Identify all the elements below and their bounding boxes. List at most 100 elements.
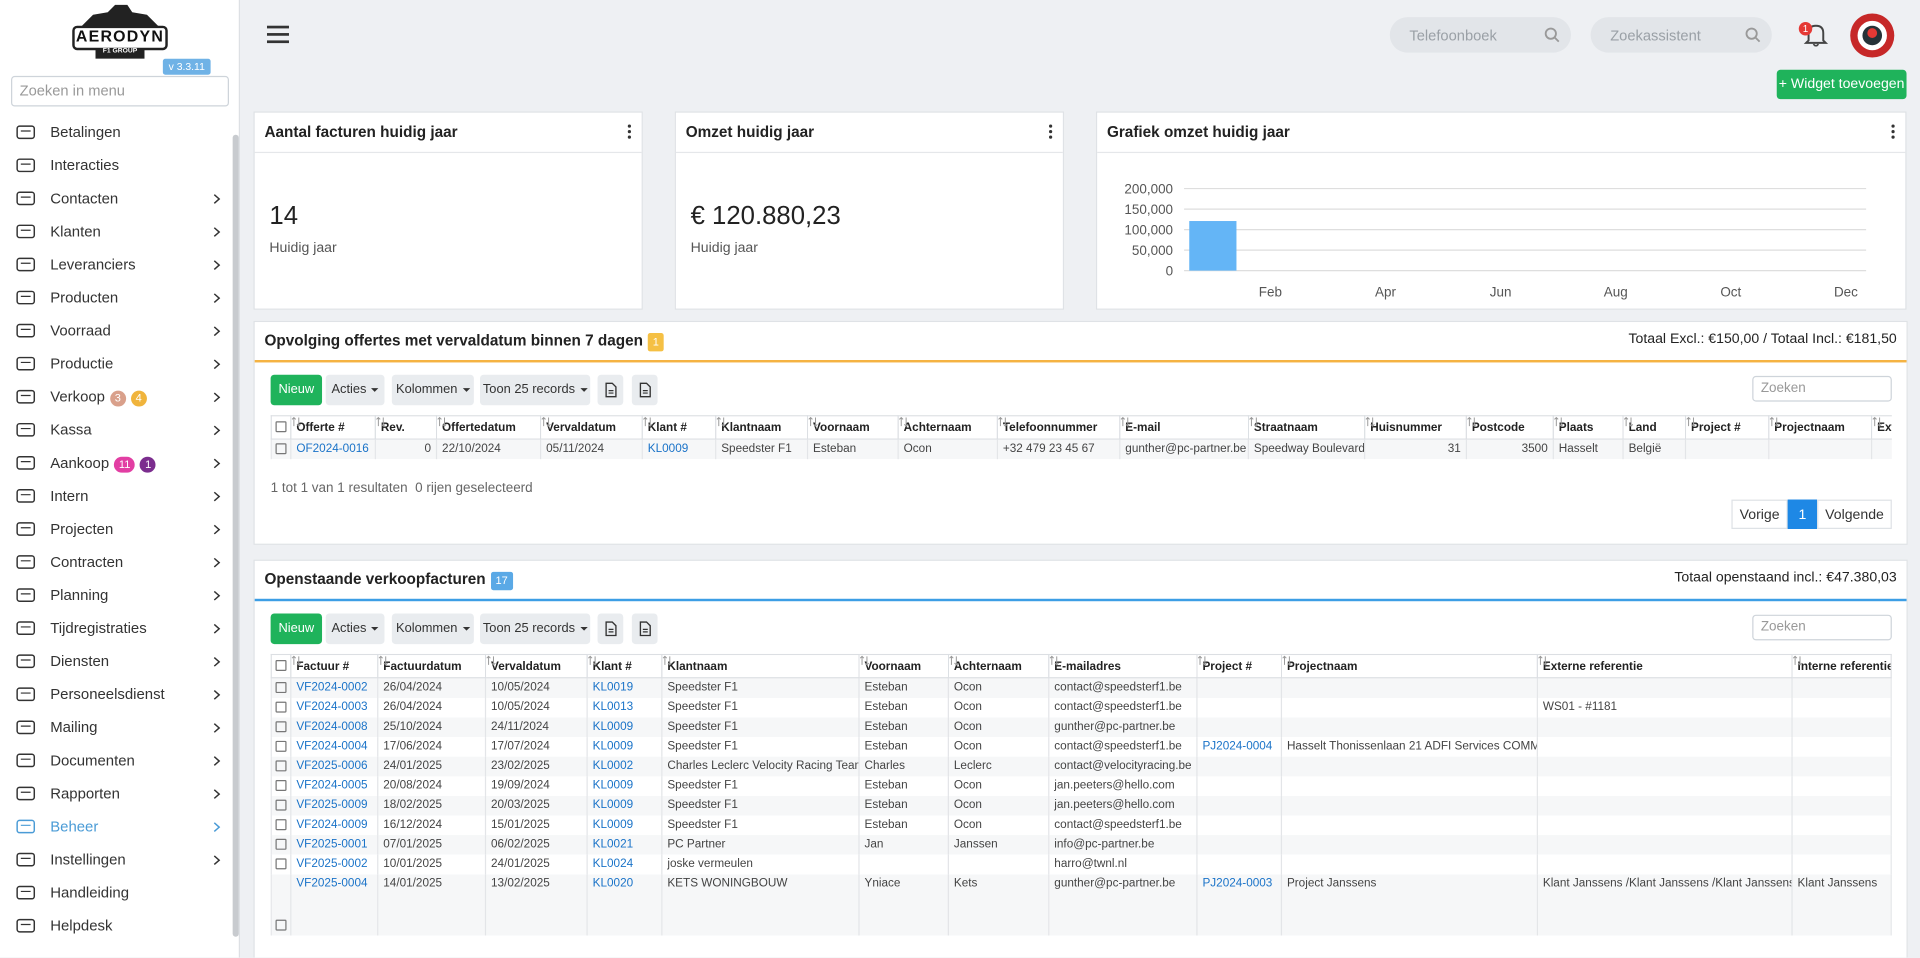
menu-item[interactable]: Leveranciers xyxy=(0,251,230,278)
menu-item[interactable]: Rapporten xyxy=(0,780,230,807)
column-header[interactable]: Postcode xyxy=(1465,415,1554,440)
menu-item[interactable]: Mailing xyxy=(0,714,230,741)
cell-link[interactable]: VF2024-0004 xyxy=(290,737,379,757)
cell-link[interactable]: KL0013 xyxy=(586,697,663,718)
select-all[interactable] xyxy=(270,653,292,679)
column-header[interactable]: Achternaam xyxy=(947,653,1050,679)
column-header[interactable]: Rev. xyxy=(374,415,438,440)
cell-link[interactable]: KL0002 xyxy=(586,756,663,777)
columns-dropdown[interactable]: Kolommen xyxy=(391,374,474,406)
export-button[interactable] xyxy=(631,374,658,406)
column-header[interactable]: Telefoonnummer xyxy=(996,415,1121,440)
column-header[interactable]: Achternaam xyxy=(897,415,998,440)
add-widget-button[interactable]: + Widget toevoegen xyxy=(1776,69,1907,100)
cell-link[interactable]: VF2024-0009 xyxy=(290,815,379,836)
column-header[interactable]: Klantnaam xyxy=(661,653,860,679)
column-header[interactable]: Factuur # xyxy=(290,653,379,679)
checkbox[interactable] xyxy=(275,779,287,791)
show-dropdown[interactable]: Toon 25 records xyxy=(480,374,591,406)
row-select[interactable] xyxy=(270,874,292,936)
menu-item[interactable]: Voorraad xyxy=(0,317,230,344)
checkbox[interactable] xyxy=(275,421,287,433)
checkbox[interactable] xyxy=(275,919,287,931)
checkbox[interactable] xyxy=(275,740,287,752)
actions-dropdown[interactable]: Acties xyxy=(325,374,385,406)
select-all[interactable] xyxy=(270,415,292,440)
cell-link[interactable]: VF2024-0003 xyxy=(290,697,379,718)
table-search[interactable]: Zoeken xyxy=(1752,375,1892,402)
column-header[interactable]: Offerte # xyxy=(290,415,376,440)
widget-menu[interactable] xyxy=(1048,124,1053,140)
menu-item[interactable]: Diensten xyxy=(0,648,230,675)
page-page[interactable]: 1 xyxy=(1787,499,1818,529)
row-select[interactable] xyxy=(270,776,292,796)
column-header[interactable]: Vervaldatum xyxy=(484,653,588,679)
menu-item[interactable]: Tijdregistraties xyxy=(0,615,230,642)
page-prev[interactable]: Vorige xyxy=(1731,499,1788,529)
column-header[interactable]: Voornaam xyxy=(806,415,899,440)
menu-item[interactable]: Contracten xyxy=(0,549,230,576)
column-header[interactable]: Projectnaam xyxy=(1768,415,1873,440)
table-search[interactable]: Zoeken xyxy=(1752,614,1892,641)
new-button[interactable]: Nieuw xyxy=(270,374,323,406)
menu-item[interactable]: Interacties xyxy=(0,152,230,179)
menu-item[interactable]: Personeelsdienst xyxy=(0,681,230,708)
column-header[interactable]: Factuurdatum xyxy=(377,653,487,679)
row-select[interactable] xyxy=(270,795,292,816)
row-select[interactable] xyxy=(270,815,292,836)
menu-toggle[interactable] xyxy=(266,24,290,45)
menu-item[interactable]: Projecten xyxy=(0,516,230,543)
column-header[interactable]: Straatnaam xyxy=(1247,415,1366,440)
column-header[interactable]: Vervaldatum xyxy=(540,415,643,440)
menu-item[interactable]: Aankoop 11 1 xyxy=(0,449,230,476)
cell-link[interactable]: VF2025-0004 xyxy=(290,874,379,936)
export-button[interactable] xyxy=(597,613,624,645)
column-header[interactable]: Voornaam xyxy=(858,653,949,679)
show-dropdown[interactable]: Toon 25 records xyxy=(480,613,591,645)
checkbox[interactable] xyxy=(275,701,287,713)
row-select[interactable] xyxy=(270,835,292,855)
cell-link[interactable]: KL0009 xyxy=(586,737,663,757)
column-header[interactable]: Externe referentie xyxy=(1536,653,1793,679)
cell-link[interactable]: KL0009 xyxy=(586,776,663,796)
column-header[interactable]: Land xyxy=(1622,415,1687,440)
column-header[interactable]: Project # xyxy=(1196,653,1283,679)
menu-item[interactable]: Betalingen xyxy=(0,119,230,146)
cell-link[interactable]: VF2024-0005 xyxy=(290,776,379,796)
menu-item[interactable]: Helpdesk xyxy=(0,912,230,939)
cell-link[interactable]: KL0009 xyxy=(641,438,717,460)
column-header[interactable]: Huisnummer xyxy=(1364,415,1467,440)
cell-link[interactable]: VF2024-0008 xyxy=(290,717,379,738)
checkbox[interactable] xyxy=(275,819,287,831)
columns-dropdown[interactable]: Kolommen xyxy=(391,613,474,645)
row-select[interactable] xyxy=(270,737,292,757)
checkbox[interactable] xyxy=(275,443,287,455)
column-header[interactable]: Externe referentie xyxy=(1871,415,1892,440)
column-header[interactable]: Klant # xyxy=(586,653,663,679)
cell-link[interactable]: VF2024-0002 xyxy=(290,677,379,698)
row-select[interactable] xyxy=(270,438,292,460)
cell-link[interactable]: KL0021 xyxy=(586,835,663,855)
column-header[interactable]: E-mailadres xyxy=(1048,653,1198,679)
menu-item[interactable]: Documenten xyxy=(0,747,230,774)
cell-link[interactable]: PJ2024-0004 xyxy=(1196,737,1283,757)
phonebook-search[interactable]: Telefoonboek xyxy=(1389,17,1572,53)
cell-link[interactable]: OF2024-0016 xyxy=(290,438,376,460)
export-button[interactable] xyxy=(597,374,624,406)
cell-link[interactable]: KL0024 xyxy=(586,854,663,875)
menu-item[interactable]: Instellingen xyxy=(0,846,230,873)
cell-link[interactable]: KL0009 xyxy=(586,717,663,738)
widget-menu[interactable] xyxy=(1891,124,1896,140)
menu-item[interactable]: Beheer xyxy=(0,813,230,840)
cell-link[interactable]: VF2025-0002 xyxy=(290,854,379,875)
export-button[interactable] xyxy=(631,613,658,645)
row-select[interactable] xyxy=(270,756,292,777)
checkbox[interactable] xyxy=(275,838,287,850)
new-button[interactable]: Nieuw xyxy=(270,613,323,645)
cell-link[interactable]: KL0020 xyxy=(586,874,663,936)
menu-item[interactable]: Verkoop 3 4 xyxy=(0,383,230,410)
row-select[interactable] xyxy=(270,854,292,875)
row-select[interactable] xyxy=(270,677,292,698)
menu-item[interactable]: Contacten xyxy=(0,185,230,212)
cell-link[interactable]: KL0009 xyxy=(586,815,663,836)
